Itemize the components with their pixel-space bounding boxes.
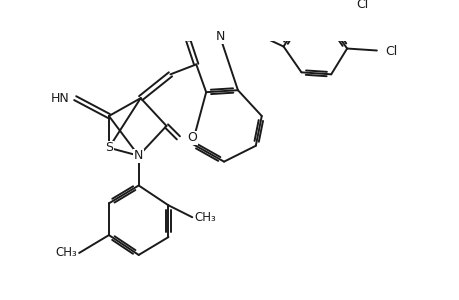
Text: N: N [215,30,224,43]
Text: O: O [187,131,196,144]
Text: HN: HN [50,92,69,105]
Text: N: N [134,149,143,162]
Text: Cl: Cl [355,0,367,11]
Text: CH₃: CH₃ [55,247,77,260]
Text: Cl: Cl [385,45,397,58]
Text: CH₃: CH₃ [194,211,216,224]
Text: S: S [105,141,112,154]
